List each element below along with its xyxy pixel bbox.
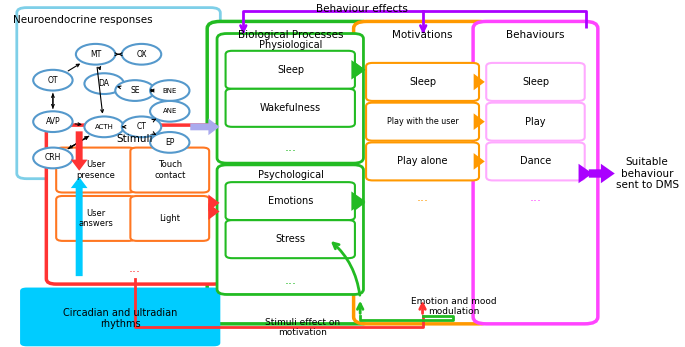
FancyBboxPatch shape (47, 125, 223, 284)
Text: Biological Processes: Biological Processes (238, 30, 343, 40)
Text: Play alone: Play alone (397, 156, 448, 167)
Circle shape (150, 132, 190, 153)
FancyBboxPatch shape (225, 89, 355, 127)
Circle shape (76, 44, 115, 65)
Text: Sleep: Sleep (277, 65, 304, 75)
Text: BNE: BNE (162, 87, 177, 94)
FancyBboxPatch shape (130, 196, 209, 241)
FancyBboxPatch shape (486, 63, 585, 101)
FancyBboxPatch shape (20, 288, 221, 346)
Text: Light: Light (160, 214, 180, 223)
Text: User
answers: User answers (78, 209, 113, 228)
Text: CT: CT (136, 122, 147, 132)
Text: Neuroendocrine responses: Neuroendocrine responses (12, 15, 152, 25)
Text: Stimuli: Stimuli (116, 134, 153, 144)
Text: MT: MT (90, 50, 101, 59)
Circle shape (115, 80, 155, 101)
Text: SE: SE (130, 86, 140, 95)
Text: ...: ... (530, 191, 541, 204)
Text: ...: ... (129, 262, 141, 275)
Text: Play: Play (525, 117, 546, 127)
Text: Sleep: Sleep (522, 77, 549, 87)
Text: Dance: Dance (520, 156, 551, 167)
Text: Motivations: Motivations (393, 30, 453, 40)
FancyBboxPatch shape (366, 63, 479, 101)
FancyBboxPatch shape (353, 22, 491, 324)
Circle shape (33, 70, 73, 91)
FancyBboxPatch shape (366, 103, 479, 141)
Text: Physiological: Physiological (259, 40, 322, 50)
FancyBboxPatch shape (217, 34, 364, 163)
Text: Circadian and ultradian
rhythms: Circadian and ultradian rhythms (63, 308, 177, 329)
Text: Behaviours: Behaviours (506, 30, 564, 40)
FancyBboxPatch shape (130, 147, 209, 193)
FancyBboxPatch shape (207, 22, 373, 324)
Circle shape (150, 101, 190, 122)
Circle shape (33, 147, 73, 168)
Circle shape (84, 117, 124, 137)
Circle shape (150, 80, 190, 101)
Text: Suitable
behaviour
sent to DMS: Suitable behaviour sent to DMS (616, 157, 679, 190)
FancyBboxPatch shape (486, 103, 585, 141)
Text: ...: ... (284, 141, 297, 154)
Text: Play with the user: Play with the user (386, 117, 458, 126)
FancyBboxPatch shape (366, 142, 479, 180)
FancyBboxPatch shape (217, 165, 364, 295)
Text: User
presence: User presence (76, 160, 115, 180)
Text: OT: OT (48, 76, 58, 85)
FancyBboxPatch shape (56, 196, 135, 241)
Text: AVP: AVP (46, 117, 60, 126)
Text: DA: DA (99, 79, 110, 88)
Text: CRH: CRH (45, 153, 61, 162)
Text: OX: OX (136, 50, 147, 59)
Text: EP: EP (165, 138, 175, 147)
FancyBboxPatch shape (56, 147, 135, 193)
Text: Sleep: Sleep (409, 77, 436, 87)
Circle shape (122, 44, 161, 65)
Text: Stress: Stress (275, 234, 306, 244)
FancyBboxPatch shape (225, 182, 355, 220)
Text: Stimuli effect on
motivation: Stimuli effect on motivation (265, 318, 340, 337)
Circle shape (33, 111, 73, 132)
FancyBboxPatch shape (473, 22, 598, 324)
Text: ACTH: ACTH (95, 124, 114, 130)
Text: Psychological: Psychological (258, 170, 323, 180)
Text: Emotion and mood
modulation: Emotion and mood modulation (410, 297, 496, 316)
FancyBboxPatch shape (225, 51, 355, 89)
Text: Wakefulness: Wakefulness (260, 103, 321, 113)
Text: ...: ... (284, 274, 297, 287)
Text: Emotions: Emotions (268, 196, 313, 206)
Text: Touch
contact: Touch contact (154, 160, 186, 180)
Circle shape (122, 117, 161, 137)
Text: ANE: ANE (162, 108, 177, 114)
Text: ...: ... (416, 191, 429, 204)
Circle shape (84, 73, 124, 94)
Text: Behaviour effects: Behaviour effects (316, 4, 408, 14)
FancyBboxPatch shape (225, 220, 355, 258)
FancyBboxPatch shape (17, 8, 221, 179)
FancyBboxPatch shape (486, 142, 585, 180)
